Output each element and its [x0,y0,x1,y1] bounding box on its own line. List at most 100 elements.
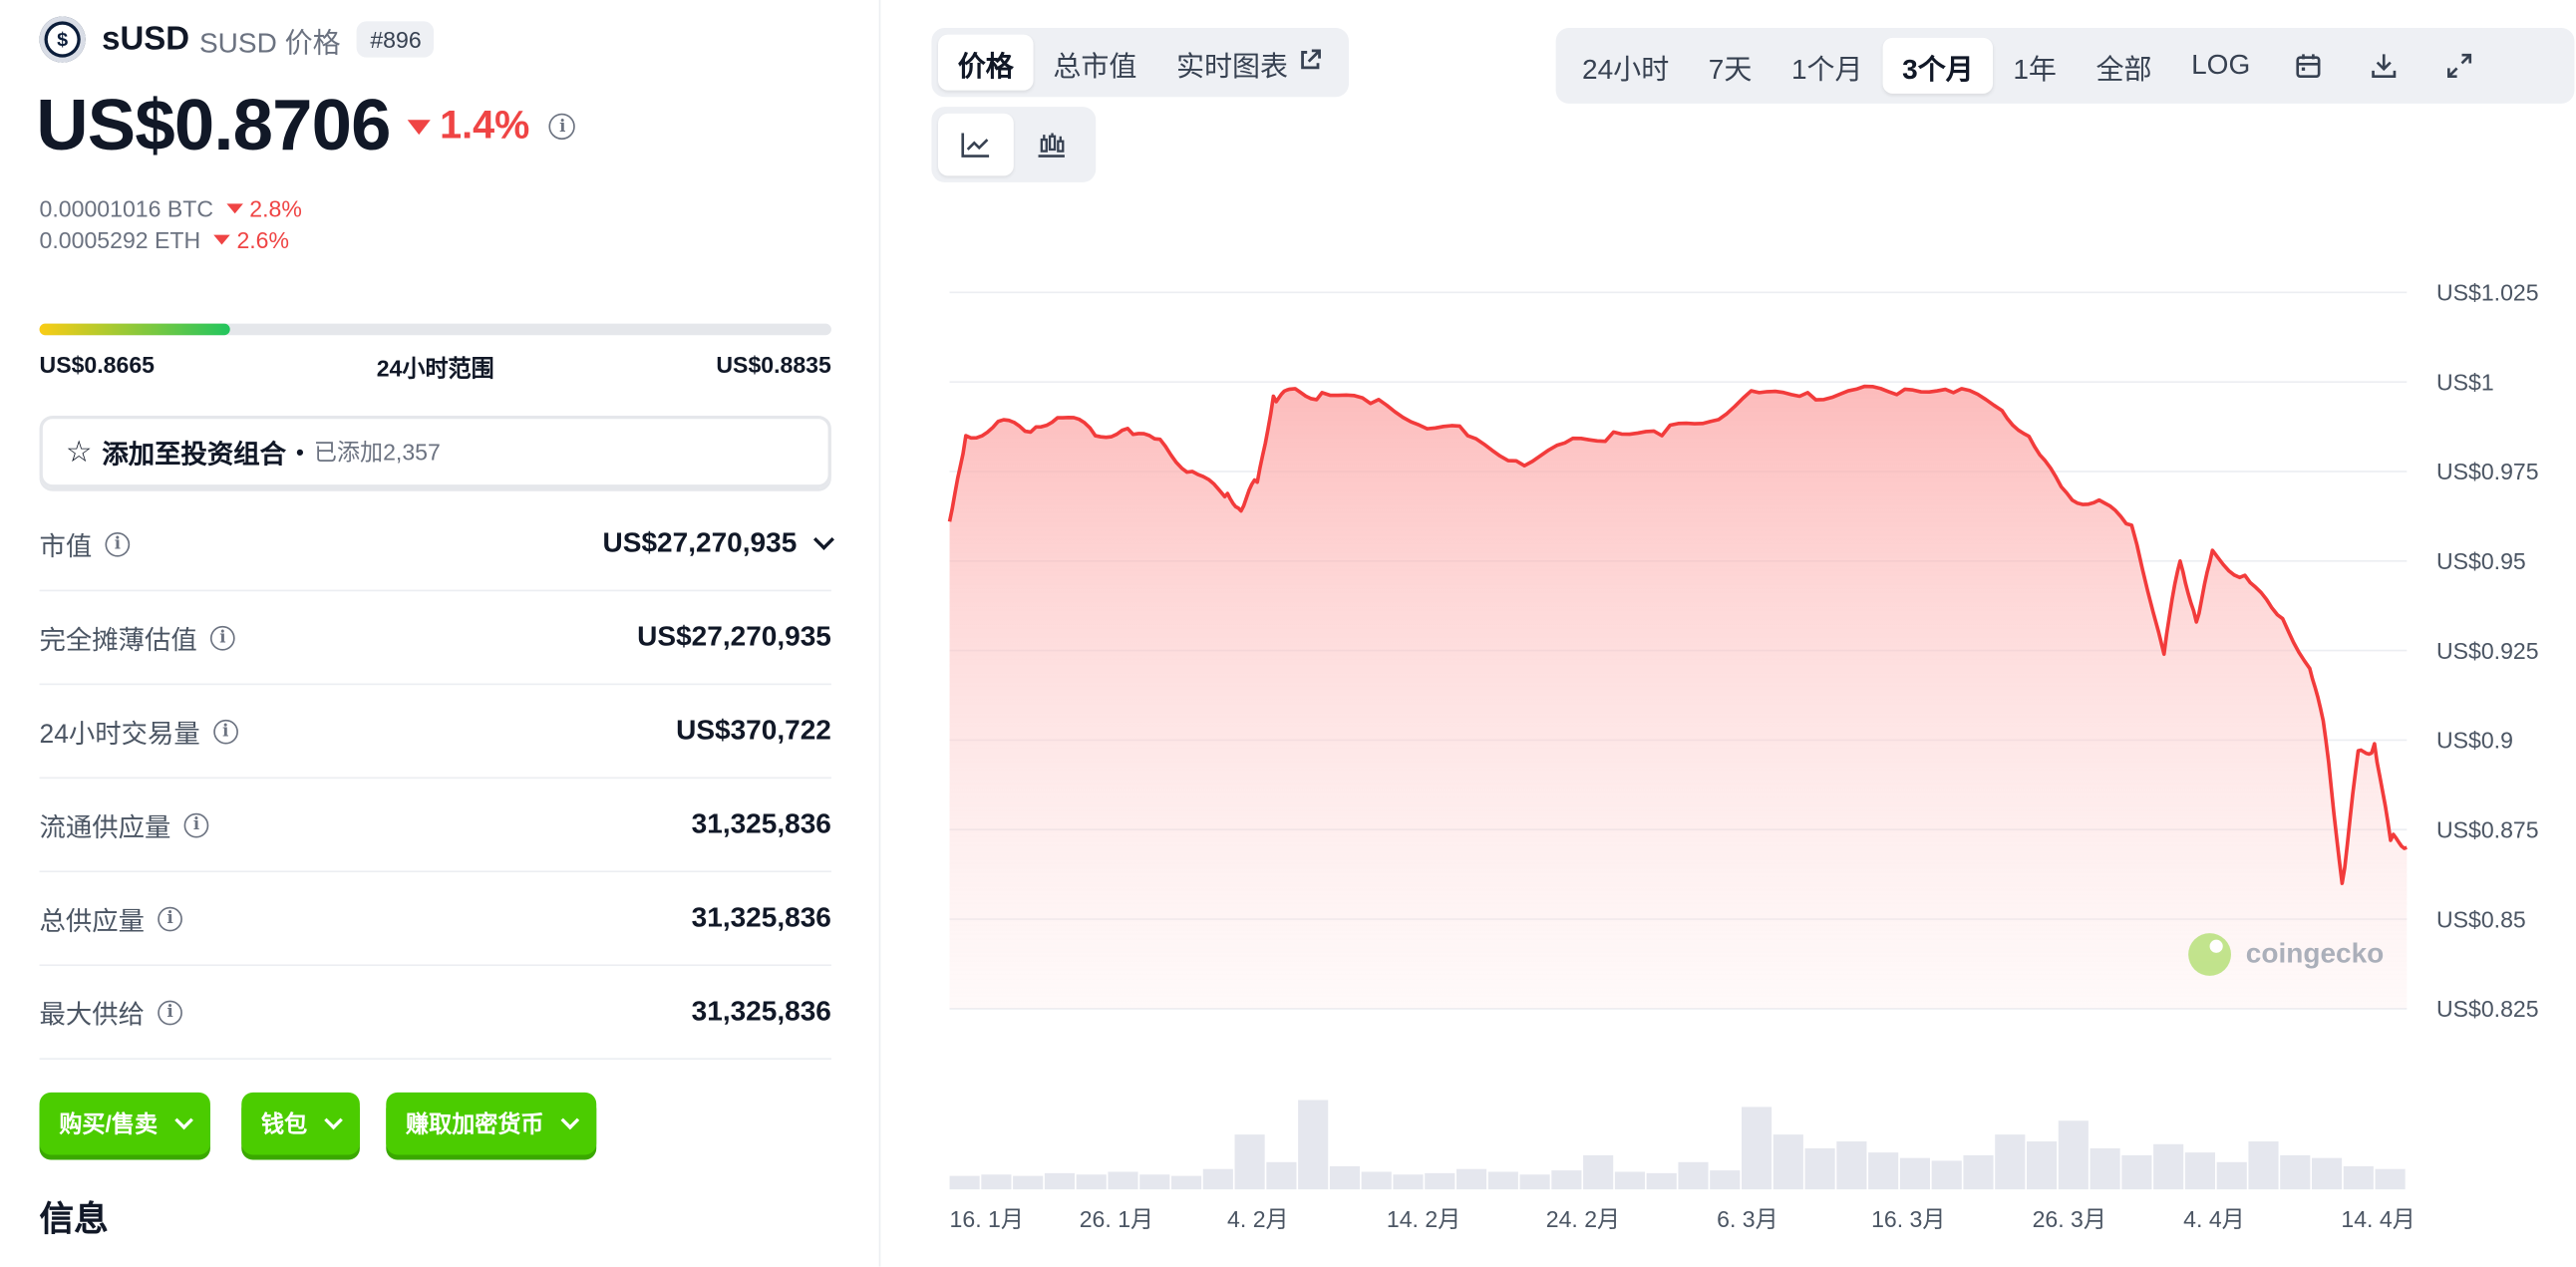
tab-range-1m[interactable]: 1个月 [1790,53,1863,85]
x-tick-label: 6. 3月 [1717,1206,1778,1232]
volume-bar [2280,1154,2311,1190]
volume-bars [949,1100,2406,1190]
volume-bar [2248,1141,2279,1190]
volume-bar [2343,1165,2374,1190]
volume-bar [1487,1171,1518,1190]
tab-range-24h[interactable]: 24小时 [1582,53,1670,85]
line-chart-icon[interactable] [938,113,1014,176]
add-to-portfolio-button[interactable]: ☆ 添加至投资组合 • 已添加2,357 [39,415,831,488]
coin-symbol: sUSD [102,20,190,57]
volume-bar [1393,1174,1424,1190]
info-icon[interactable]: i [549,113,576,141]
expand-icon[interactable] [2421,35,2497,98]
stat-value: US$27,270,935 [602,527,798,559]
volume-bar [949,1175,980,1190]
price-line [947,384,2408,885]
stat-row-max-supply: 最大供给 i 31,325,836 [39,966,831,1060]
portfolio-added-count: 已添加2,357 [313,439,441,466]
gecko-eye-icon [2209,939,2223,953]
stat-row-volume: 24小时交易量 i US$370,722 [39,685,831,780]
btc-change: 2.8% [226,195,302,221]
24h-range-bar [39,323,831,336]
volume-bar [1551,1170,1582,1190]
download-icon[interactable] [2346,35,2421,98]
volume-bar [1614,1171,1646,1190]
price-row: US$0.8706 1.4% i [36,85,576,167]
volume-bar [1266,1161,1297,1190]
candlestick-chart-icon[interactable] [1014,114,1090,176]
info-icon[interactable]: i [158,999,182,1025]
chevron-down-icon [560,1110,580,1130]
wallet-button[interactable]: 钱包 [241,1092,360,1155]
stat-value: 31,325,836 [691,901,831,934]
info-icon[interactable]: i [209,625,235,650]
tab-range-3m[interactable]: 3个月 [1882,37,1994,94]
x-tick-label: 24. 2月 [1546,1206,1620,1232]
buy-sell-label: 购买/售卖 [59,1110,159,1137]
live-chart-label: 实时图表 [1175,50,1289,82]
volume-bar [2058,1120,2089,1190]
volume-bar [1361,1171,1392,1190]
current-price: US$0.8706 [36,85,391,166]
price-chart[interactable]: US$1.025 US$1 US$0.975 US$0.95 US$0.925 US$0.… [882,0,2576,1267]
info-icon[interactable]: i [105,531,131,556]
info-icon[interactable]: i [212,719,238,744]
watermark-text: coingecko [2246,938,2384,969]
x-tick-label: 16. 3月 [1871,1206,1945,1232]
stat-label: 完全摊薄估值 [39,627,197,656]
chevron-down-icon [174,1110,193,1130]
y-axis-labels: US$1.025 US$1 US$0.975 US$0.95 US$0.925 US$0.… [2436,280,2539,1023]
info-icon[interactable]: i [183,811,209,837]
x-tick-label: 26. 3月 [2033,1206,2106,1232]
y-tick-label: US$1.025 [2436,280,2539,306]
y-tick-label: US$0.95 [2436,548,2526,574]
y-tick-label: US$1 [2436,369,2494,395]
tab-price[interactable]: 价格 [938,34,1034,91]
volume-bar [1202,1168,1233,1190]
tab-market-cap[interactable]: 总市值 [1053,50,1137,82]
y-tick-label: US$0.85 [2436,906,2526,932]
buy-sell-button[interactable]: 购买/售卖 [39,1092,210,1155]
coingecko-watermark: coingecko [2188,933,2384,976]
volume-bar [2153,1143,2184,1190]
susd-logo-icon: $ [39,16,86,63]
tab-range-7d[interactable]: 7天 [1708,53,1753,85]
btc-price: 0.00001016 BTC [39,195,214,222]
tab-range-1y[interactable]: 1年 [2013,53,2057,85]
volume-bar [2121,1154,2152,1190]
eth-change: 2.6% [213,226,289,253]
volume-bar [2026,1141,2058,1190]
range-tabs: 24小时 7天 1个月 3个月 1年 全部 LOG [1555,28,2575,104]
y-tick-label: US$0.925 [2436,638,2539,664]
coin-info-panel: $ sUSD SUSD 价格 #896 US$0.8706 1.4% i 0.0… [0,0,881,1267]
x-axis-labels: 16. 1月 26. 1月 4. 2月 14. 2月 24. 2月 6. 3月 16. 3月… [950,1206,2415,1232]
stat-value: 31,325,836 [691,807,831,840]
earn-crypto-button[interactable]: 赚取加密货币 [386,1092,597,1155]
stat-label: 最大供给 [39,1002,146,1031]
earn-crypto-label: 赚取加密货币 [406,1110,544,1137]
down-triangle-icon [213,234,230,245]
volume-bar [1710,1170,1741,1190]
calendar-icon[interactable] [2270,35,2346,98]
volume-bar [1678,1161,1709,1190]
chevron-down-icon[interactable] [812,528,834,550]
stat-value: US$27,270,935 [637,620,831,653]
tab-live-chart[interactable]: 实时图表 [1156,35,1342,91]
stat-row-market-cap[interactable]: 市值 i US$27,270,935 [39,497,834,592]
range-label: 24小时范围 [376,354,494,382]
tab-log-scale[interactable]: LOG [2191,49,2251,81]
info-icon[interactable]: i [158,905,182,931]
wallet-label: 钱包 [261,1110,308,1137]
volume-bar [1772,1134,1803,1190]
volume-bar [1076,1174,1107,1190]
gecko-logo-icon [2188,933,2231,976]
chart-metric-tabs: 价格 总市值 实时图表 [931,28,1350,98]
stat-value: US$370,722 [676,714,831,747]
down-triangle-icon [226,203,243,214]
tab-range-all[interactable]: 全部 [2095,53,2152,85]
x-tick-label: 14. 4月 [2341,1206,2415,1232]
volume-bar [2216,1161,2247,1190]
volume-bar [1741,1107,1772,1190]
volume-bar [1425,1172,1455,1190]
x-tick-label: 26. 1月 [1080,1206,1153,1232]
